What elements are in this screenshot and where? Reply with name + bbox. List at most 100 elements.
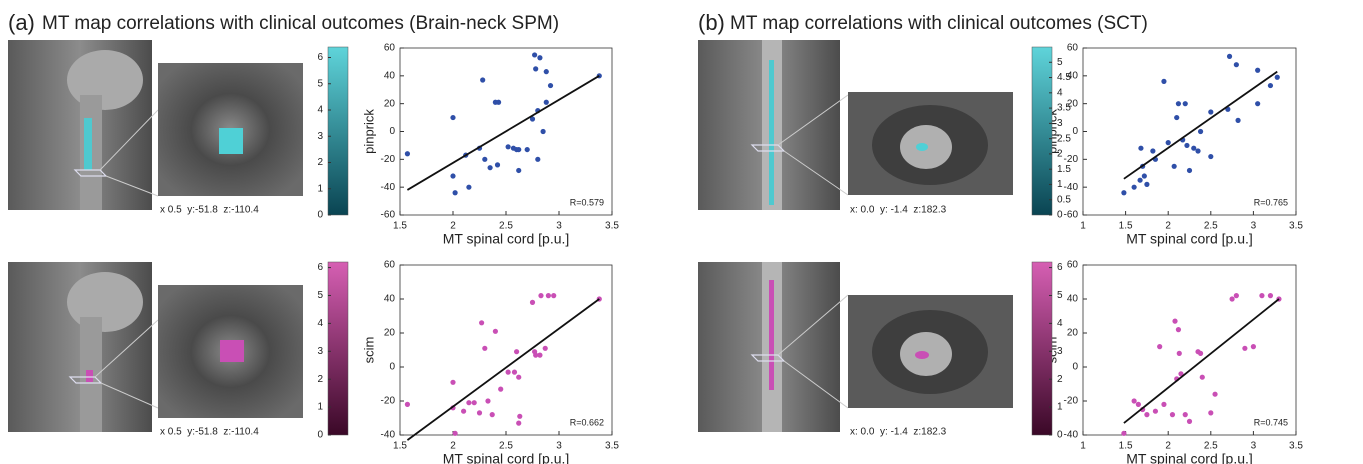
y-tick-label: -60 — [1064, 210, 1079, 221]
y-tick-label: -40 — [1064, 182, 1079, 193]
point — [1131, 398, 1137, 404]
colorbar-tick-label: 2.5 — [1057, 133, 1071, 144]
point — [480, 77, 486, 83]
x-tick-label: 1.5 — [393, 441, 407, 452]
colorbar-tick-label: 5 — [317, 78, 323, 89]
colorbar-tick-label: 4 — [317, 105, 323, 116]
point — [471, 400, 477, 406]
point — [404, 401, 411, 407]
point — [1267, 82, 1274, 89]
plot-frame — [1082, 264, 1297, 436]
point — [492, 328, 498, 334]
colorbar-tick-label: 0 — [317, 430, 323, 441]
x-tick-label: 3.5 — [1289, 221, 1303, 232]
point — [482, 156, 488, 162]
point — [547, 82, 554, 89]
point — [479, 320, 485, 326]
y-tick-label: -20 — [381, 154, 396, 165]
point — [1171, 163, 1177, 169]
x-tick-label: 3 — [1251, 441, 1257, 452]
colorbar-tick-label: 6 — [317, 262, 323, 273]
x-tick-label: 2 — [450, 221, 456, 232]
y-tick-label: 20 — [1067, 98, 1079, 109]
panel-label: (a) — [8, 10, 35, 35]
x-tick-label: 3 — [556, 221, 562, 232]
point — [450, 379, 456, 385]
point — [466, 400, 472, 406]
point — [1199, 374, 1205, 380]
point — [1161, 401, 1167, 407]
point — [1165, 140, 1171, 146]
x-axis-label: MT spinal cord [p.u.] — [443, 231, 570, 247]
point — [516, 420, 522, 426]
fit-line — [406, 298, 600, 441]
y-tick-label: 60 — [384, 260, 396, 271]
point — [1121, 430, 1127, 436]
colorbar-tick-label: 3 — [1057, 346, 1063, 357]
colorbar-tick-label: 4 — [1057, 87, 1063, 98]
colorbar-tick-label: 0 — [1057, 430, 1063, 441]
point — [516, 146, 522, 153]
point — [537, 352, 543, 358]
annotation: R=0.745 — [1254, 417, 1288, 427]
point — [529, 299, 536, 305]
point — [543, 99, 549, 105]
point — [511, 369, 518, 375]
point — [1182, 412, 1188, 418]
x-tick-label: 3 — [556, 441, 562, 452]
point — [1121, 190, 1127, 196]
plot-frame — [1082, 47, 1297, 216]
point — [487, 165, 493, 171]
x-tick-label: 1 — [1080, 221, 1086, 232]
x-tick-label: 2.5 — [499, 441, 513, 452]
point — [1157, 344, 1163, 350]
point — [542, 345, 548, 351]
point — [450, 114, 456, 121]
point — [1186, 167, 1193, 174]
x-tick-label: 2.5 — [1204, 221, 1218, 232]
point — [514, 349, 520, 355]
point — [532, 52, 538, 58]
fit-line — [406, 75, 600, 191]
x-tick-label: 1.5 — [393, 221, 407, 232]
point — [1259, 293, 1265, 299]
mri-images — [8, 40, 1013, 432]
annotation: R=0.765 — [1254, 197, 1288, 207]
x-axis-label: MT spinal cord [p.u.] — [443, 451, 570, 464]
point — [476, 410, 483, 416]
point — [494, 162, 501, 168]
x-tick-label: 1 — [1080, 441, 1086, 452]
point — [1274, 74, 1280, 80]
colorbar-tick-label: 2 — [1057, 149, 1063, 160]
y-tick-label: 40 — [384, 294, 396, 305]
x-tick-label: 3 — [1251, 221, 1257, 232]
point — [466, 184, 472, 190]
point — [495, 99, 502, 105]
colorbar-tick-label: 2 — [1057, 374, 1063, 385]
point — [452, 190, 458, 196]
point — [538, 293, 544, 299]
x-axis-label: MT spinal cord [p.u.] — [1126, 231, 1253, 247]
point — [533, 352, 539, 358]
x-tick-label: 1.5 — [1119, 441, 1133, 452]
image-caption: x: 0.0 y: -1.4 z:182.3 — [850, 205, 947, 216]
point — [517, 413, 523, 419]
x-tick-label: 2.5 — [1204, 441, 1218, 452]
panel-title: MT map correlations with clinical outcom… — [42, 13, 559, 34]
colorbar-tick-label: 3 — [1057, 118, 1063, 129]
point — [1208, 109, 1214, 115]
colorbar-tick-label: 6 — [317, 52, 323, 63]
point — [1267, 293, 1274, 299]
y-tick-label: -20 — [1064, 396, 1079, 407]
point — [535, 156, 541, 162]
point — [482, 345, 488, 351]
point — [461, 408, 467, 414]
point — [1176, 350, 1182, 356]
x-tick-label: 1.5 — [1119, 221, 1133, 232]
colorbar-tick-label: 0.5 — [1057, 194, 1071, 205]
y-tick-label: 60 — [1067, 43, 1079, 54]
y-tick-label: -40 — [381, 182, 396, 193]
point — [1233, 293, 1239, 299]
point — [404, 151, 411, 157]
